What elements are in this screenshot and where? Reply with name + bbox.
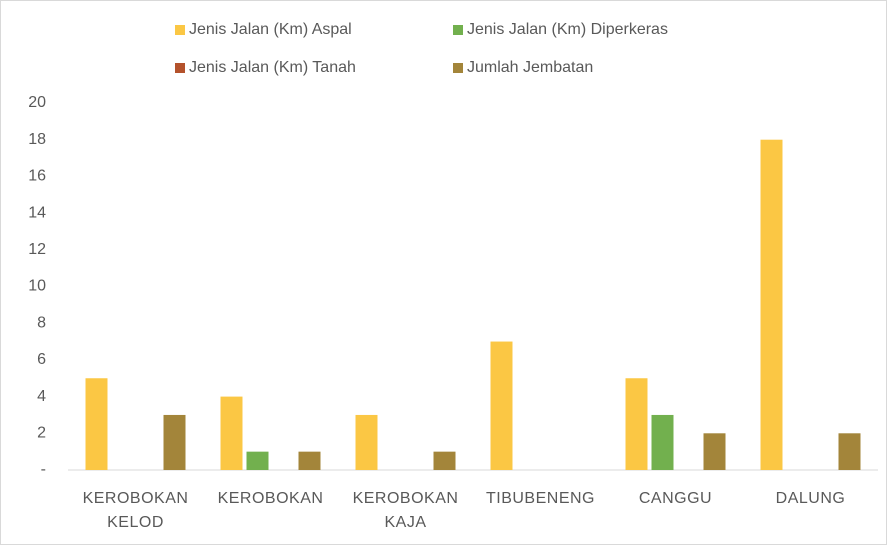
y-tick-label: 8 [37, 314, 46, 331]
y-tick-label: 10 [28, 278, 46, 295]
y-tick-label: 16 [28, 168, 46, 185]
x-tick-label: CANGGU [638, 490, 713, 507]
legend-swatch [453, 25, 463, 35]
bar [760, 139, 783, 470]
bar [433, 451, 456, 470]
y-tick-label: 14 [28, 204, 46, 221]
bar [220, 396, 243, 470]
legend-swatch [175, 63, 185, 73]
legend-label: Jumlah Jembatan [467, 59, 593, 76]
bar [246, 451, 269, 470]
y-tick-label: 4 [37, 388, 46, 405]
bar [703, 433, 726, 470]
legend-label: Jenis Jalan (Km) Aspal [189, 21, 352, 38]
bar [355, 414, 378, 470]
y-tick-label: 20 [28, 94, 46, 111]
legend-label: Jenis Jalan (Km) Tanah [189, 59, 356, 76]
y-tick-label: 6 [37, 351, 46, 368]
x-tick-label: KEROBOKAN KELOD [82, 490, 189, 531]
x-tick-label: KEROBOKAN [217, 490, 324, 507]
bar [298, 451, 321, 470]
y-tick-label: 12 [28, 241, 46, 258]
bar [163, 414, 186, 470]
bar [838, 433, 861, 470]
legend-label: Jenis Jalan (Km) Diperkeras [467, 21, 668, 38]
x-tick-label: TIBUBENENG [485, 490, 595, 507]
bar [490, 341, 513, 470]
legend-swatch [453, 63, 463, 73]
x-tick-label: KEROBOKAN KAJA [352, 490, 459, 531]
y-tick-label: - [41, 461, 46, 478]
y-tick-label: 2 [37, 425, 46, 442]
y-tick-label: 18 [28, 131, 46, 148]
bar [85, 378, 108, 470]
x-tick-label: DALUNG [775, 490, 846, 507]
legend-swatch [175, 25, 185, 35]
bar [625, 378, 648, 470]
bar [651, 414, 674, 470]
